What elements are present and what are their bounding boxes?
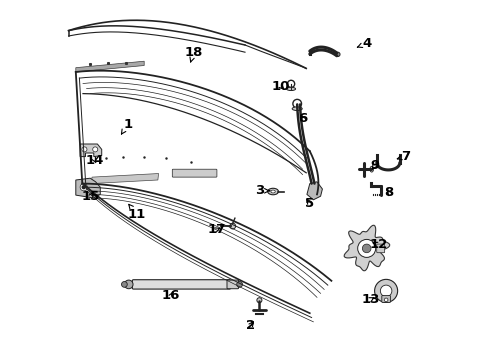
Polygon shape [307,182,322,200]
FancyBboxPatch shape [382,296,391,302]
Ellipse shape [292,107,302,111]
Circle shape [380,285,392,297]
Text: 7: 7 [397,150,410,163]
Ellipse shape [287,87,295,91]
Polygon shape [76,178,100,198]
Text: 10: 10 [272,80,290,93]
Circle shape [374,279,398,302]
FancyBboxPatch shape [172,169,217,177]
FancyBboxPatch shape [377,244,385,253]
Circle shape [93,147,98,152]
Text: 4: 4 [357,37,372,50]
Circle shape [384,298,388,302]
Circle shape [237,282,243,287]
Text: 12: 12 [369,238,387,251]
Ellipse shape [370,166,373,172]
Circle shape [124,280,133,289]
Text: 6: 6 [298,112,307,125]
Ellipse shape [271,190,275,193]
Polygon shape [91,174,159,184]
Circle shape [82,147,87,152]
Circle shape [122,282,127,287]
Circle shape [363,244,371,253]
FancyBboxPatch shape [132,280,231,289]
Text: 16: 16 [162,289,180,302]
Circle shape [257,298,262,303]
Circle shape [358,239,376,257]
FancyBboxPatch shape [227,280,239,289]
Circle shape [80,184,87,191]
Text: 11: 11 [128,204,146,221]
Text: 5: 5 [305,197,315,210]
Circle shape [82,186,85,189]
Text: 9: 9 [370,159,379,172]
Text: 17: 17 [207,223,225,236]
Text: 18: 18 [185,46,203,62]
Text: 8: 8 [384,186,393,199]
Polygon shape [80,144,102,157]
Circle shape [230,223,236,229]
Text: 13: 13 [361,293,379,306]
Text: 15: 15 [82,190,100,203]
Text: 1: 1 [122,118,133,134]
Circle shape [336,52,340,57]
Text: 14: 14 [85,154,104,167]
Text: 3: 3 [255,184,270,197]
Text: 2: 2 [246,319,255,332]
Ellipse shape [268,188,278,195]
Polygon shape [76,61,144,72]
Polygon shape [344,225,390,271]
